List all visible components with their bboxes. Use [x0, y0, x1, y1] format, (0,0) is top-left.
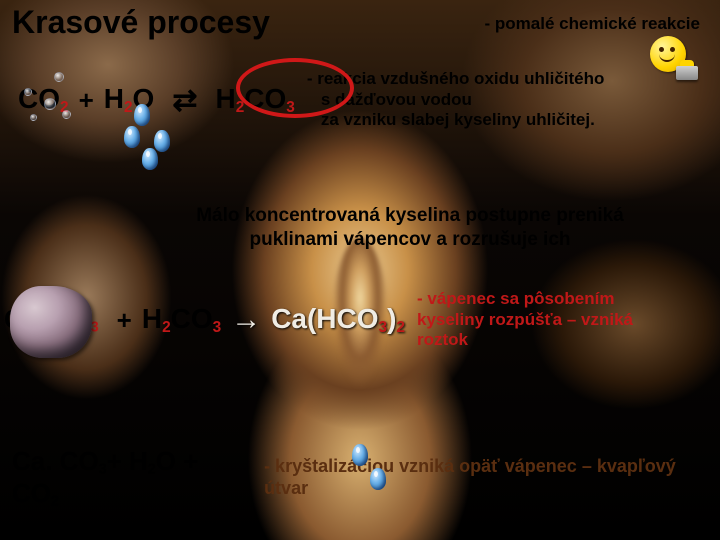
- water-drop-icon: [124, 126, 140, 148]
- page-subtitle: - pomalé chemické reakcie: [485, 14, 700, 34]
- eq3-description: - kryštalizáciou vzniká opäť vápenec – k…: [264, 456, 720, 499]
- eq2-h2co3: H2CO3: [142, 303, 221, 337]
- red-circle-highlight: [236, 58, 354, 118]
- eq2-description: - vápenec sa pôsobením kyseliny rozpúšťa…: [417, 289, 687, 350]
- water-drop-icon: [352, 444, 368, 466]
- plus-op: +: [117, 305, 132, 336]
- water-drop-icon: [154, 130, 170, 152]
- arrow-right-icon: →: [231, 303, 261, 337]
- water-drop-icon: [134, 104, 150, 126]
- eq3-formula: Ca. CO3+ H2O + CO2: [12, 446, 250, 509]
- co2-bubbles-icon: [14, 66, 82, 134]
- water-drop-icon: [370, 468, 386, 490]
- limestone-rock-icon: [6, 280, 96, 360]
- slide-stage: Krasové procesy - pomalé chemické reakci…: [0, 0, 720, 540]
- smiley-laptop-icon: [650, 36, 694, 80]
- mid-description: Málo koncentrovaná kyselina postupne pre…: [150, 204, 670, 252]
- rev-arrow-icon: ⇄: [172, 83, 197, 118]
- water-drop-icon: [142, 148, 158, 170]
- eq2-cahco32: Ca(HCO3)2: [271, 303, 405, 337]
- page-title: Krasové procesy: [12, 4, 270, 41]
- equation-2: Ca. CO3 + H2CO3 → Ca(HCO3)2 - vápenec sa…: [6, 280, 687, 360]
